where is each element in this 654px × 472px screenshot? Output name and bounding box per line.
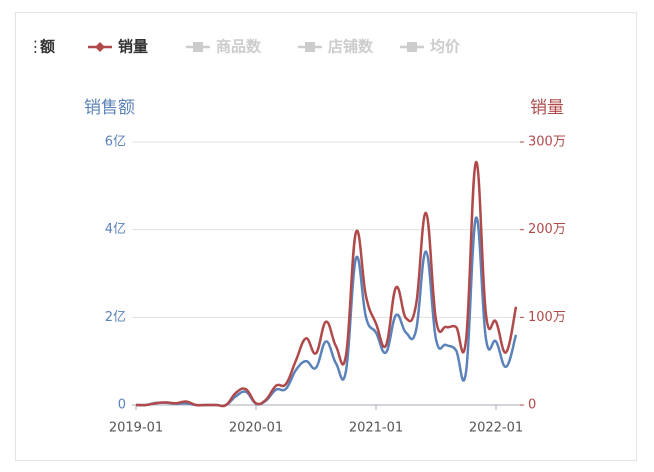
series-line xyxy=(135,216,518,408)
legend-label[interactable]: 店铺数 xyxy=(328,38,374,56)
y-tick-label: 4亿 xyxy=(105,222,126,237)
x-tick-label: 2022-01 xyxy=(469,421,523,436)
x-tick-label: 2021-01 xyxy=(349,421,403,436)
legend-label[interactable]: 额 xyxy=(40,38,55,56)
y2-tick-label: 0 xyxy=(528,398,536,413)
legend-icon xyxy=(407,42,417,52)
y2-tick-label: 200万 xyxy=(528,222,566,237)
legend-label[interactable]: 销量 xyxy=(118,38,148,56)
legend-label[interactable]: 商品数 xyxy=(216,38,262,56)
y-tick-label: 0 xyxy=(118,398,126,413)
legend-label[interactable]: 均价 xyxy=(430,38,461,56)
chart-frame xyxy=(15,12,637,461)
y-tick-label: 6亿 xyxy=(105,135,126,150)
y2-tick-label: 300万 xyxy=(528,135,566,150)
legend-scroll-icon[interactable]: ⋮ xyxy=(28,38,43,56)
left-axis-title: 销售额 xyxy=(84,98,135,118)
series-line xyxy=(135,160,518,408)
legend-icon xyxy=(193,42,203,52)
y2-tick-label: 100万 xyxy=(528,310,566,325)
legend-icon xyxy=(95,42,105,52)
right-axis-title: 销量 xyxy=(530,98,564,118)
legend-icon xyxy=(305,42,315,52)
x-tick-label: 2019-01 xyxy=(109,421,163,436)
x-tick-label: 2020-01 xyxy=(229,421,283,436)
y-tick-label: 2亿 xyxy=(105,310,126,325)
